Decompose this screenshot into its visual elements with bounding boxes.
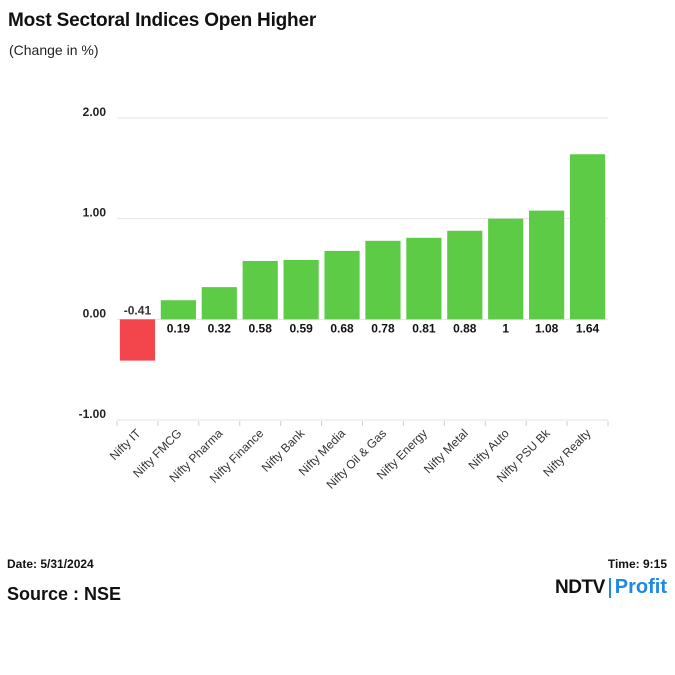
- bar: [283, 259, 319, 320]
- data-label: 1.64: [576, 321, 600, 335]
- bar: [201, 287, 237, 320]
- data-label: 1.08: [535, 321, 559, 335]
- bar: [529, 210, 565, 320]
- bar: [119, 319, 156, 361]
- data-label: 0.78: [371, 321, 395, 335]
- y-tick-label: 2.00: [83, 105, 107, 119]
- bar: [406, 237, 442, 320]
- y-tick-label: -1.00: [79, 407, 107, 421]
- logo-ndtv-text: NDTV: [555, 576, 605, 598]
- y-tick-label: 1.00: [83, 206, 107, 220]
- time-label: Time: 9:15: [607, 557, 667, 571]
- bar: [324, 250, 360, 320]
- chart-subtitle: (Change in %): [9, 42, 99, 58]
- category-label: Nifty Metal: [421, 426, 471, 476]
- bar: [488, 218, 524, 320]
- bar-chart: 2.00 1.00 0.00 -1.00 -0.41 Nifty IT 0.19 Nifty …: [79, 105, 609, 492]
- logo-profit-text: Profit: [614, 576, 667, 598]
- data-label: 0.88: [453, 321, 477, 335]
- data-label: 1: [502, 321, 509, 335]
- data-label: 0.68: [330, 321, 354, 335]
- ndtv-profit-logo: NDTV Profit: [555, 576, 667, 599]
- source-label: Source : NSE: [7, 584, 122, 604]
- y-tick-label: 0.00: [83, 306, 107, 320]
- data-label: -0.41: [124, 303, 152, 317]
- data-label: 0.58: [249, 321, 273, 335]
- data-label: 0.81: [412, 321, 436, 335]
- data-label: 0.59: [289, 321, 313, 335]
- bar: [160, 300, 196, 320]
- category-label: Nifty IT: [107, 426, 144, 463]
- bar: [447, 230, 483, 320]
- chart-title: Most Sectoral Indices Open Higher: [8, 10, 317, 31]
- data-label: 0.19: [167, 321, 191, 335]
- bar: [242, 260, 278, 320]
- date-label: Date: 5/31/2024: [7, 557, 94, 571]
- bar: [569, 154, 606, 320]
- data-label: 0.32: [208, 321, 232, 335]
- logo-separator: [608, 577, 611, 598]
- bar: [365, 240, 401, 320]
